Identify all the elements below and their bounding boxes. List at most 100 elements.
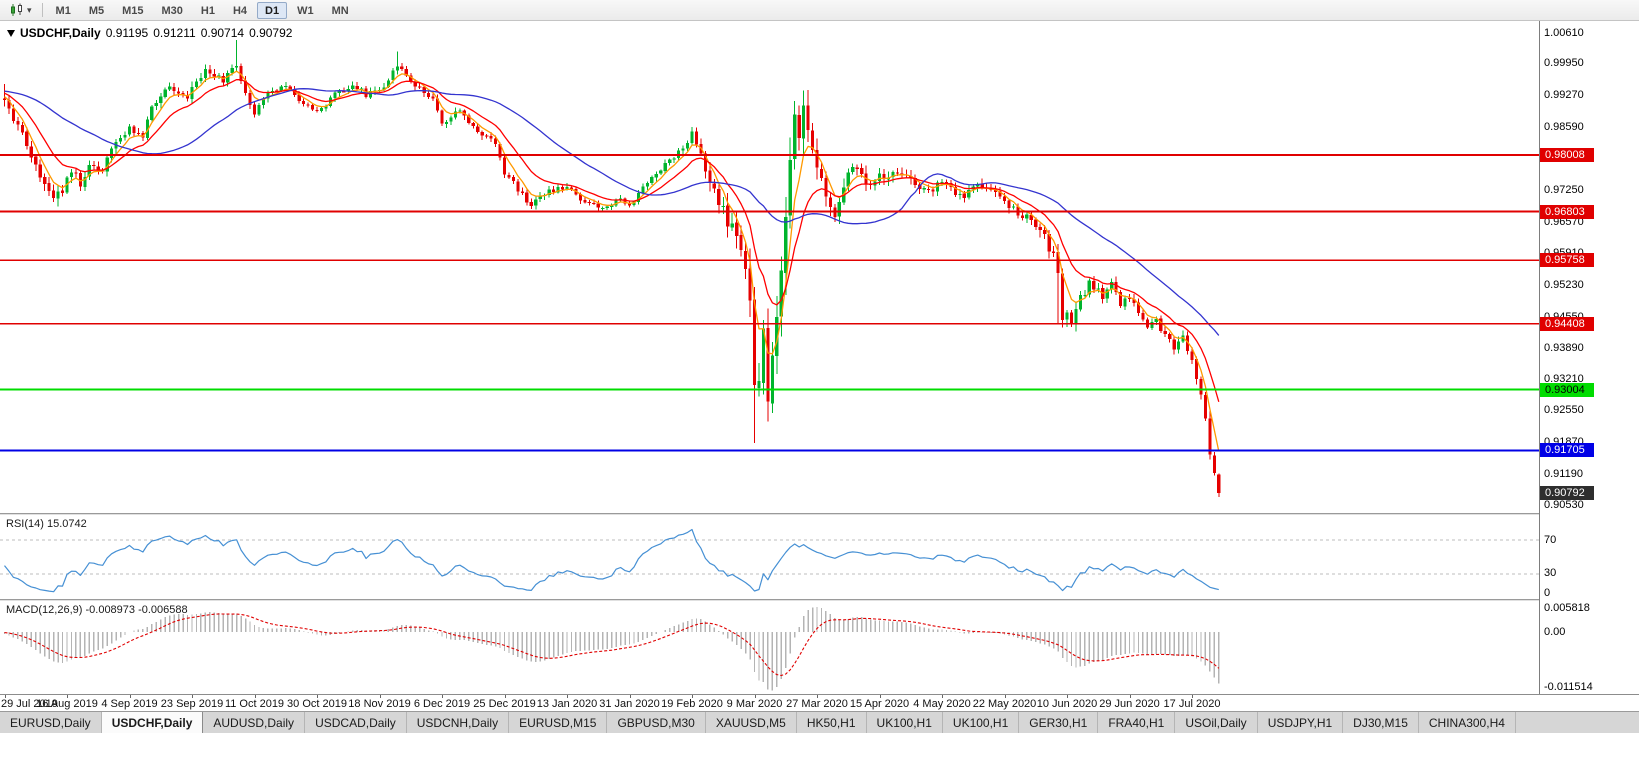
timeframe-button-m30[interactable]: M30 — [161, 4, 183, 17]
timeframe-button-w1[interactable]: W1 — [297, 4, 314, 17]
chart-tab-gbpusd-m30[interactable]: GBPUSD,M30 — [607, 712, 706, 733]
date-tick — [442, 695, 443, 698]
chart-tab-bar: EURUSD,Daily USDCHF,Daily AUDUSD,Daily USDC… — [0, 711, 1639, 733]
macd-values: -0.008973 -0.006588 — [85, 604, 188, 616]
chart-tab-fra40-h1[interactable]: FRA40,H1 — [1098, 712, 1176, 733]
rsi-indicator-label: RSI(14) 15.0742 — [6, 518, 87, 530]
chart-tab-xauusd-m5[interactable]: XAUUSD,M5 — [706, 712, 797, 733]
toolbar-separator — [41, 3, 43, 17]
date-tick — [379, 695, 381, 698]
date-label: 11 Oct 2019 — [224, 698, 285, 710]
chart-tab-uk100-h1[interactable]: UK100,H1 — [867, 712, 943, 733]
chart-tab-uk100-h1[interactable]: UK100,H1 — [943, 712, 1020, 733]
timeframe-button-m1[interactable]: M1 — [55, 4, 71, 17]
date-tick — [942, 695, 943, 698]
level-price-tag: 0.95758 — [1540, 253, 1594, 268]
date-tick — [879, 695, 881, 698]
rsi-axis-label: 70 — [1544, 533, 1557, 546]
date-label: 22 May 2020 — [972, 698, 1037, 710]
chart-tab-usoil-daily[interactable]: USOil,Daily — [1175, 712, 1258, 733]
date-label: 25 Dec 2019 — [473, 698, 536, 710]
timeframe-button-mn[interactable]: MN — [331, 4, 349, 17]
date-axis[interactable]: 29 Jul 2019 16 Aug 2019 4 Sep 2019 23 Sep 2… — [0, 694, 1639, 711]
main-chart-canvas[interactable] — [0, 21, 1539, 513]
chart-type-caret-icon: ▾ — [27, 5, 32, 15]
rsi-axis-label: 30 — [1544, 567, 1557, 580]
chart-tab-eurusd-daily[interactable]: EURUSD,Daily — [0, 712, 102, 733]
chart-tab-usdjpy-h1[interactable]: USDJPY,H1 — [1258, 712, 1344, 733]
panel-splitter[interactable] — [0, 599, 1639, 601]
chart-marker-icon — [7, 29, 15, 37]
date-tick — [1192, 695, 1193, 698]
level-price-tag: 0.96803 — [1540, 204, 1594, 219]
rsi-canvas[interactable] — [0, 515, 1539, 599]
timeframe-button-m5[interactable]: M5 — [88, 4, 105, 17]
timeframe-buttons: M1 M5 M15 M30 H1 H4 D1 W1 MN — [48, 1, 357, 19]
date-tick — [817, 695, 818, 698]
price-axis-label: 0.91190 — [1544, 468, 1583, 481]
timeframe-button-d1[interactable]: D1 — [257, 1, 288, 19]
timeframe-button-h4[interactable]: H4 — [232, 4, 248, 17]
chart-tab-eurusd-m15[interactable]: EURUSD,M15 — [509, 712, 608, 733]
date-tick — [317, 695, 318, 698]
macd-canvas[interactable] — [0, 601, 1539, 694]
timeframe-button-h1[interactable]: H1 — [200, 4, 215, 17]
date-label: 13 Jan 2020 — [536, 698, 598, 710]
chart-tab-hk50-h1[interactable]: HK50,H1 — [797, 712, 867, 733]
date-label: 30 Oct 2019 — [287, 698, 347, 710]
date-label: 18 Nov 2019 — [348, 698, 411, 710]
date-label: 4 May 2020 — [913, 698, 971, 710]
price-axis-label: 1.00610 — [1544, 26, 1584, 39]
price-axis-label: 0.93890 — [1544, 341, 1584, 354]
date-tick — [254, 695, 256, 698]
ohlc-low: 0.90714 — [200, 26, 245, 40]
date-label: 6 Dec 2019 — [413, 698, 471, 710]
price-axis-label: 0.97250 — [1544, 184, 1584, 196]
date-label: 10 Jun 2020 — [1036, 698, 1098, 710]
level-price-tag: 0.94408 — [1540, 316, 1594, 331]
chart-tab-usdcnh-daily[interactable]: USDCNH,Daily — [407, 712, 510, 733]
macd-axis-label: -0.011514 — [1544, 681, 1593, 693]
ohlc-high: 0.91211 — [153, 26, 196, 40]
rsi-value: 15.0742 — [46, 518, 87, 530]
price-axis-label: 0.93210 — [1544, 373, 1584, 386]
date-tick — [692, 695, 693, 698]
ohlc-open: 0.91195 — [105, 26, 149, 40]
chart-tab-dj30-m15[interactable]: DJ30,M15 — [1343, 712, 1419, 733]
rsi-name: RSI(14) — [6, 518, 44, 530]
date-label: 29 Jun 2020 — [1099, 698, 1160, 710]
chart-tab-usdcad-daily[interactable]: USDCAD,Daily — [305, 712, 407, 733]
price-axis-label: 0.95230 — [1544, 278, 1584, 291]
panel-splitter[interactable] — [0, 513, 1639, 515]
date-tick — [4, 695, 6, 698]
price-axis-label: 0.99270 — [1544, 89, 1584, 102]
date-tick — [129, 695, 131, 698]
level-price-tag: 0.91705 — [1540, 443, 1594, 458]
date-tick — [504, 695, 506, 698]
chart-title: USDCHF,Daily 0.91195 0.91211 0.90714 0.9… — [7, 26, 292, 40]
price-axis-label: 0.96570 — [1544, 215, 1584, 228]
macd-axis-label: 0.00 — [1544, 625, 1566, 638]
ohlc-close: 0.90792 — [249, 26, 293, 40]
chart-type-button[interactable]: ▾ — [5, 3, 37, 17]
date-tick — [567, 695, 568, 698]
rsi-axis-label: 0 — [1544, 587, 1551, 599]
price-axis[interactable]: 1.006100.999500.992700.985900.979100.972… — [1539, 21, 1639, 694]
date-tick — [1067, 695, 1068, 698]
date-label: 17 Jul 2020 — [1163, 698, 1221, 710]
date-label: 31 Jan 2020 — [599, 698, 660, 710]
price-axis-label: 0.92550 — [1544, 404, 1584, 417]
level-price-tag: 0.93004 — [1540, 382, 1594, 397]
current-price-tag: 0.90792 — [1540, 486, 1594, 501]
chart-tab-audusd-daily[interactable]: AUDUSD,Daily — [203, 712, 306, 733]
chart-tab-china300-h4[interactable]: CHINA300,H4 — [1419, 712, 1516, 733]
price-axis-label: 0.98590 — [1544, 121, 1584, 134]
timeframe-button-m15[interactable]: M15 — [122, 4, 144, 17]
level-price-tag: 0.98008 — [1540, 148, 1594, 162]
date-tick — [1004, 695, 1006, 698]
date-label: 16 Aug 2019 — [36, 698, 98, 710]
date-label: 23 Sep 2019 — [160, 698, 224, 710]
macd-name: MACD(12,26,9) — [6, 604, 83, 616]
chart-tab-usdchf-daily[interactable]: USDCHF,Daily — [101, 712, 204, 733]
chart-tab-ger30-h1[interactable]: GER30,H1 — [1019, 712, 1099, 733]
